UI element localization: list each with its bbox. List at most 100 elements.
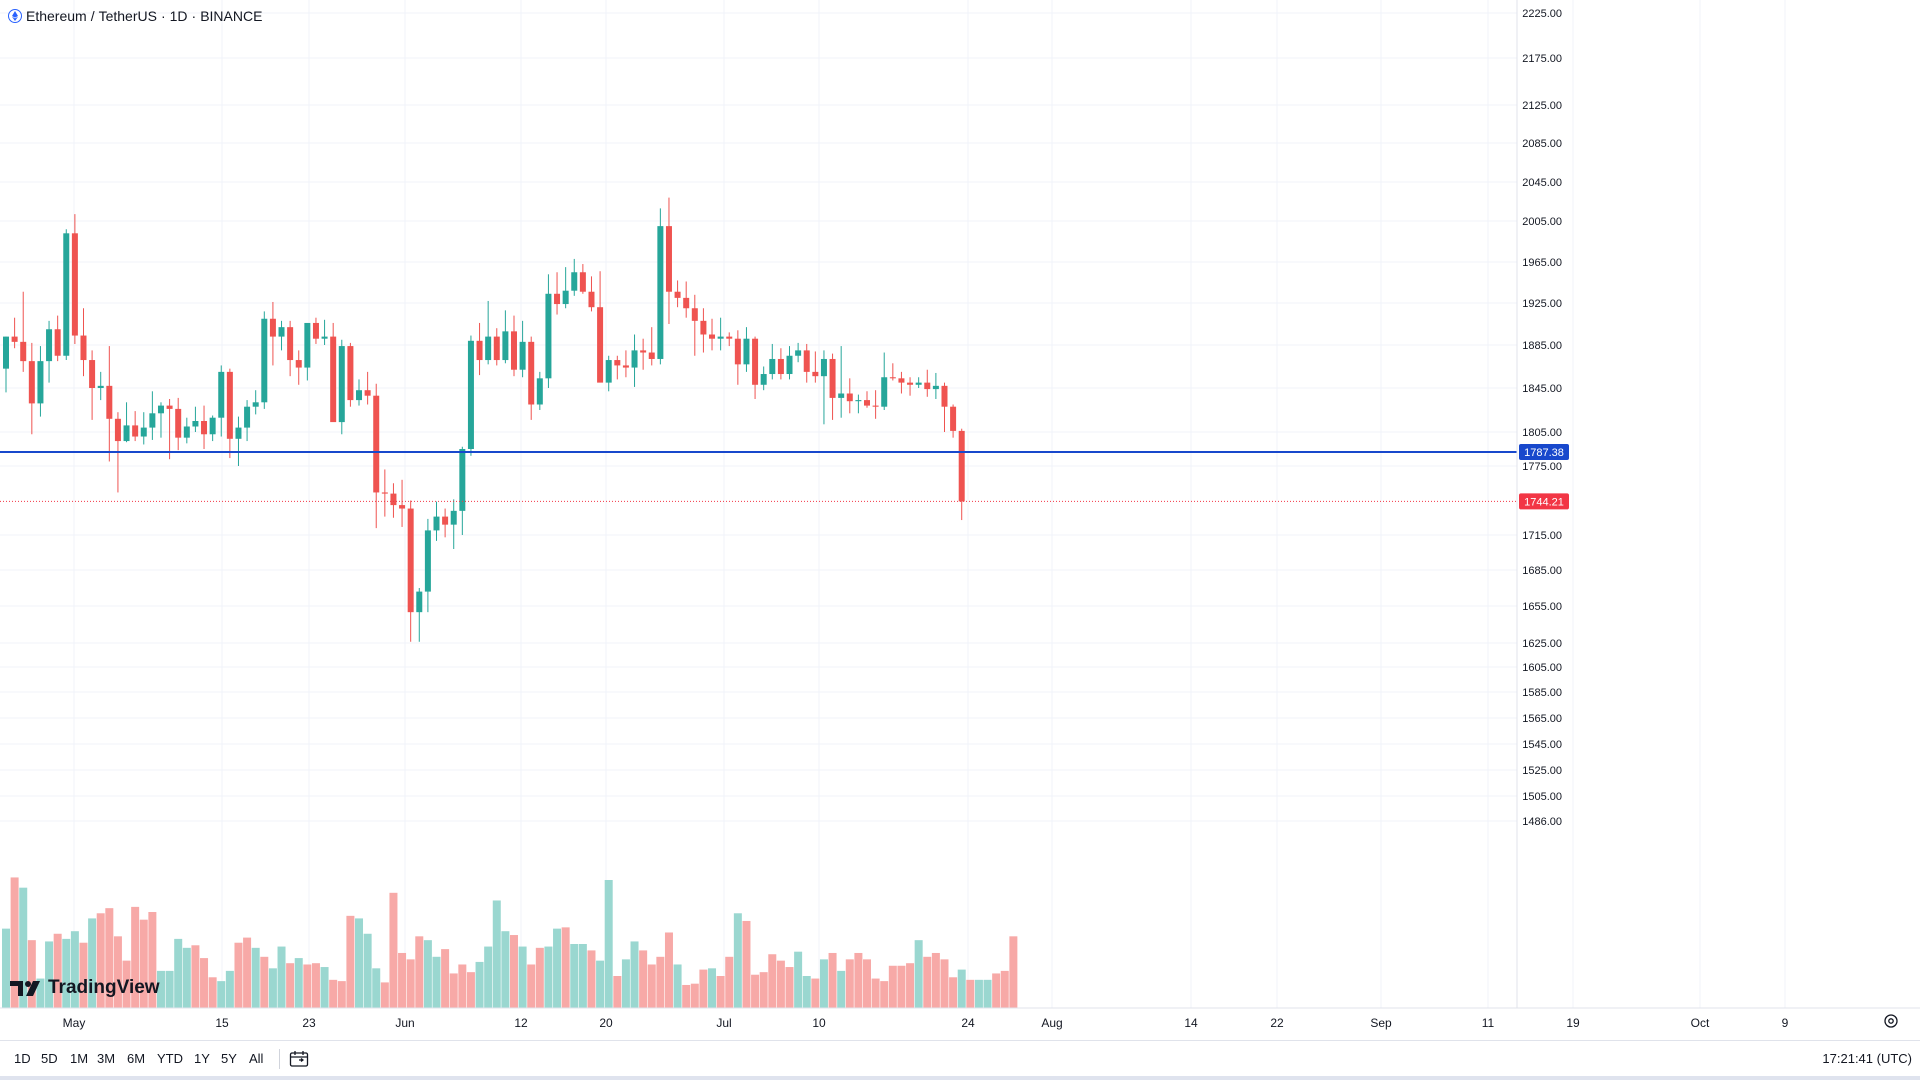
volume-bar: [501, 931, 510, 1008]
volume-bar: [664, 932, 673, 1008]
volume-bar: [897, 965, 906, 1008]
timeframe-5y-button[interactable]: 5Y: [221, 1051, 237, 1066]
volume-bar: [587, 950, 596, 1008]
volume-bar: [415, 936, 424, 1008]
timeframe-all-button[interactable]: All: [249, 1051, 264, 1066]
volume-bar: [690, 983, 699, 1008]
volume-bar: [811, 978, 820, 1008]
candle-body: [855, 400, 862, 402]
candle: [46, 320, 53, 383]
timeframe-6m-button[interactable]: 6M: [127, 1051, 146, 1066]
grid-lines: [0, 0, 1786, 1008]
candle-body: [80, 335, 87, 361]
candle: [579, 264, 586, 294]
candle: [674, 280, 681, 308]
candle-body: [114, 418, 121, 442]
price-tick-label: 2005.00: [1522, 216, 1562, 228]
chart-area[interactable]: 1787.38 1744.21 2225.00 2175.00 2125.00 2085…: [0, 0, 1920, 1040]
volume-bar: [303, 964, 312, 1008]
candle: [295, 350, 302, 385]
volume-bar: [871, 978, 880, 1008]
price-chart[interactable]: 1787.38 1744.21 2225.00 2175.00 2125.00 2085…: [0, 0, 1920, 1040]
volume-bar: [380, 982, 389, 1008]
candle-body: [812, 371, 819, 377]
volume-bar: [355, 918, 364, 1008]
volume-bar: [260, 956, 269, 1008]
volume-bar: [251, 947, 260, 1008]
time-tick-label: Jul: [716, 1016, 731, 1030]
gear-icon[interactable]: [1883, 1013, 1899, 1029]
candle-body: [424, 530, 431, 592]
volume-bar: [372, 968, 381, 1008]
volume-bar: [139, 919, 148, 1008]
candle: [399, 479, 406, 527]
time-tick-label: 9: [1782, 1016, 1789, 1030]
timeframe-5d-button[interactable]: 5D: [41, 1051, 58, 1066]
candle: [424, 518, 431, 613]
volume-bar: [62, 938, 71, 1008]
candle-body: [950, 406, 957, 431]
timeframe-1d-button[interactable]: 1D: [14, 1051, 31, 1066]
price-tick-label: 1565.00: [1522, 713, 1562, 725]
candle-body: [709, 334, 716, 339]
price-tick-label: 1625.00: [1522, 638, 1562, 650]
time-tick-label: Aug: [1041, 1016, 1062, 1030]
candle: [545, 274, 552, 388]
separator-dot: ·: [160, 8, 166, 24]
volume-bar: [191, 945, 200, 1008]
candle-body: [545, 293, 552, 379]
volume-bar: [914, 940, 923, 1008]
candle-body: [218, 371, 225, 418]
timeframe-1y-button[interactable]: 1Y: [194, 1051, 210, 1066]
volume-bar: [70, 931, 79, 1008]
volume-bar: [845, 959, 854, 1008]
candle: [459, 446, 466, 535]
candle: [691, 294, 698, 356]
candle: [11, 317, 18, 349]
candle: [166, 399, 173, 460]
candles: [3, 197, 965, 642]
price-tick-label: 1545.00: [1522, 739, 1562, 751]
candle-body: [37, 361, 44, 404]
candle-body: [347, 346, 354, 401]
candle-body: [46, 329, 53, 362]
symbol-title[interactable]: Ethereum / TetherUS · 1D · BINANCE: [8, 7, 262, 25]
volume-bar: [406, 959, 415, 1008]
candle: [838, 346, 845, 418]
candle-body: [562, 290, 569, 305]
candle: [889, 363, 896, 381]
candle: [502, 310, 509, 364]
candle: [192, 406, 199, 432]
volume-bar: [148, 912, 157, 1008]
bottom-toolbar: 1D 5D 1M 3M 6M YTD 1Y 5Y All 17:21:41 (U…: [0, 1040, 1920, 1077]
ethereum-logo-icon: [8, 9, 22, 23]
candle: [132, 411, 139, 442]
candle-body: [554, 293, 561, 305]
candle-body: [89, 360, 96, 388]
candle-body: [932, 385, 939, 390]
candle-body: [209, 417, 216, 435]
volume-bar: [174, 938, 183, 1008]
timeframe-1m-button[interactable]: 1M: [70, 1051, 89, 1066]
candle-body: [760, 374, 767, 385]
time-tick-label: Sep: [1370, 1016, 1392, 1030]
candle: [872, 390, 879, 419]
timeframe-3m-button[interactable]: 3M: [97, 1051, 116, 1066]
volume-bar: [19, 887, 28, 1008]
utc-clock[interactable]: 17:21:41 (UTC): [1822, 1051, 1912, 1066]
candle: [907, 377, 914, 396]
tradingview-logo[interactable]: TradingView: [10, 977, 160, 999]
timeframe-ytd-button[interactable]: YTD: [157, 1051, 183, 1066]
candle-body: [898, 378, 905, 383]
time-tick-label: 15: [215, 1016, 229, 1030]
volume-bar: [621, 959, 630, 1008]
volume-bar: [604, 880, 613, 1008]
candle: [528, 336, 535, 420]
time-tick-label: 19: [1566, 1016, 1580, 1030]
calendar-icon[interactable]: [289, 1050, 309, 1068]
volume-bar: [880, 981, 889, 1008]
volume-bar: [570, 944, 579, 1008]
candle-body: [881, 377, 888, 407]
candle: [209, 415, 216, 442]
candle: [932, 372, 939, 399]
